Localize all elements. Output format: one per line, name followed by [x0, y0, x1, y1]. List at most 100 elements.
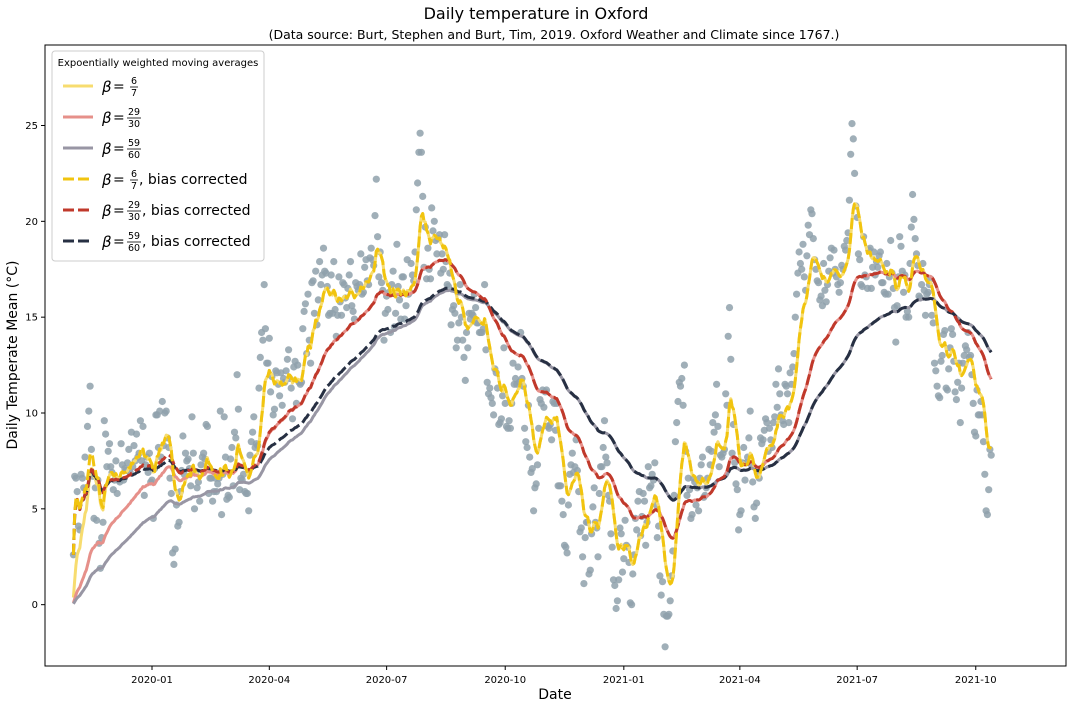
- data-point: [919, 259, 927, 268]
- data-point: [367, 244, 375, 252]
- data-point: [590, 484, 598, 492]
- data-point: [698, 453, 707, 461]
- data-point: [93, 516, 101, 524]
- data-point: [900, 288, 908, 296]
- data-point: [399, 273, 407, 281]
- legend-equals: =: [113, 234, 125, 250]
- data-point: [679, 401, 687, 409]
- legend-beta: β: [101, 171, 112, 189]
- data-point: [769, 419, 778, 427]
- data-point: [867, 284, 875, 292]
- legend-suffix: , bias corrected: [139, 172, 248, 188]
- data-point: [249, 428, 257, 436]
- data-point: [175, 518, 183, 526]
- data-point: [676, 382, 685, 390]
- y-axis-label: Daily Temperate Mean (°C): [5, 261, 21, 450]
- chart-title: Daily temperature in Oxford: [424, 4, 649, 23]
- data-point: [239, 470, 248, 478]
- legend-fraction-numerator: 29: [128, 200, 140, 211]
- data-point: [933, 382, 941, 390]
- data-point: [928, 311, 936, 319]
- data-point: [710, 428, 718, 436]
- data-point: [887, 236, 895, 245]
- data-point: [722, 390, 730, 398]
- legend-beta: β: [101, 140, 112, 158]
- data-point: [523, 443, 531, 452]
- data-point: [987, 451, 995, 459]
- data-point: [943, 386, 952, 394]
- data-point: [232, 434, 240, 442]
- data-point: [707, 447, 716, 455]
- data-point: [104, 447, 112, 455]
- data-point: [963, 346, 971, 354]
- data-point: [460, 353, 468, 361]
- data-point: [299, 325, 307, 333]
- legend-fraction-denominator: 60: [128, 150, 140, 161]
- data-point: [348, 302, 356, 310]
- legend-equals: =: [113, 172, 125, 188]
- data-point: [941, 327, 949, 335]
- data-point: [105, 440, 114, 448]
- data-point: [294, 361, 302, 369]
- data-point: [392, 309, 400, 317]
- legend-fraction-numerator: 59: [128, 231, 140, 242]
- y-tick-label: 10: [25, 409, 38, 420]
- data-point: [728, 449, 736, 457]
- data-point: [521, 424, 529, 432]
- data-point: [196, 497, 204, 505]
- data-point: [197, 461, 205, 469]
- data-point: [959, 359, 967, 367]
- legend-beta: β: [101, 109, 112, 127]
- data-point: [869, 263, 877, 271]
- data-point: [285, 346, 293, 354]
- data-point: [656, 572, 664, 580]
- data-point: [803, 252, 811, 260]
- data-point: [117, 440, 125, 448]
- data-point: [951, 388, 959, 396]
- data-point: [564, 501, 573, 509]
- data-point: [634, 497, 642, 505]
- data-point: [535, 424, 543, 432]
- data-point: [640, 497, 649, 505]
- data-point: [483, 378, 491, 386]
- data-point: [826, 254, 834, 262]
- data-point: [615, 576, 623, 584]
- data-point: [73, 488, 81, 496]
- data-point: [433, 250, 441, 258]
- data-point: [472, 304, 480, 312]
- data-point: [488, 399, 496, 407]
- data-point: [911, 235, 919, 243]
- data-point: [749, 478, 757, 486]
- data-point: [772, 380, 780, 388]
- y-tick-label: 15: [25, 313, 38, 324]
- data-point: [612, 604, 620, 613]
- legend-equals: =: [113, 203, 125, 219]
- data-point: [526, 453, 534, 461]
- data-point: [562, 543, 570, 551]
- data-point: [776, 390, 784, 398]
- data-point: [107, 463, 115, 471]
- data-point: [981, 470, 989, 478]
- legend-frame: [51, 50, 265, 262]
- chart-subtitle: (Data source: Burt, Stephen and Burt, Ti…: [269, 27, 840, 42]
- data-point: [765, 424, 774, 432]
- data-point: [417, 148, 425, 156]
- data-point: [856, 256, 864, 264]
- data-point: [314, 296, 322, 304]
- x-tick-label: 2021-04: [719, 675, 761, 686]
- data-point: [140, 491, 148, 499]
- data-point: [644, 463, 652, 471]
- data-point: [633, 526, 641, 534]
- data-point: [416, 129, 424, 137]
- x-tick-label: 2020-07: [366, 675, 408, 686]
- data-point: [505, 417, 513, 425]
- data-point: [836, 279, 845, 287]
- data-point: [688, 510, 696, 519]
- data-point: [439, 265, 447, 273]
- data-point: [100, 417, 108, 425]
- data-point: [609, 576, 618, 584]
- data-point: [909, 190, 917, 199]
- data-point: [83, 422, 92, 430]
- data-point: [359, 288, 367, 296]
